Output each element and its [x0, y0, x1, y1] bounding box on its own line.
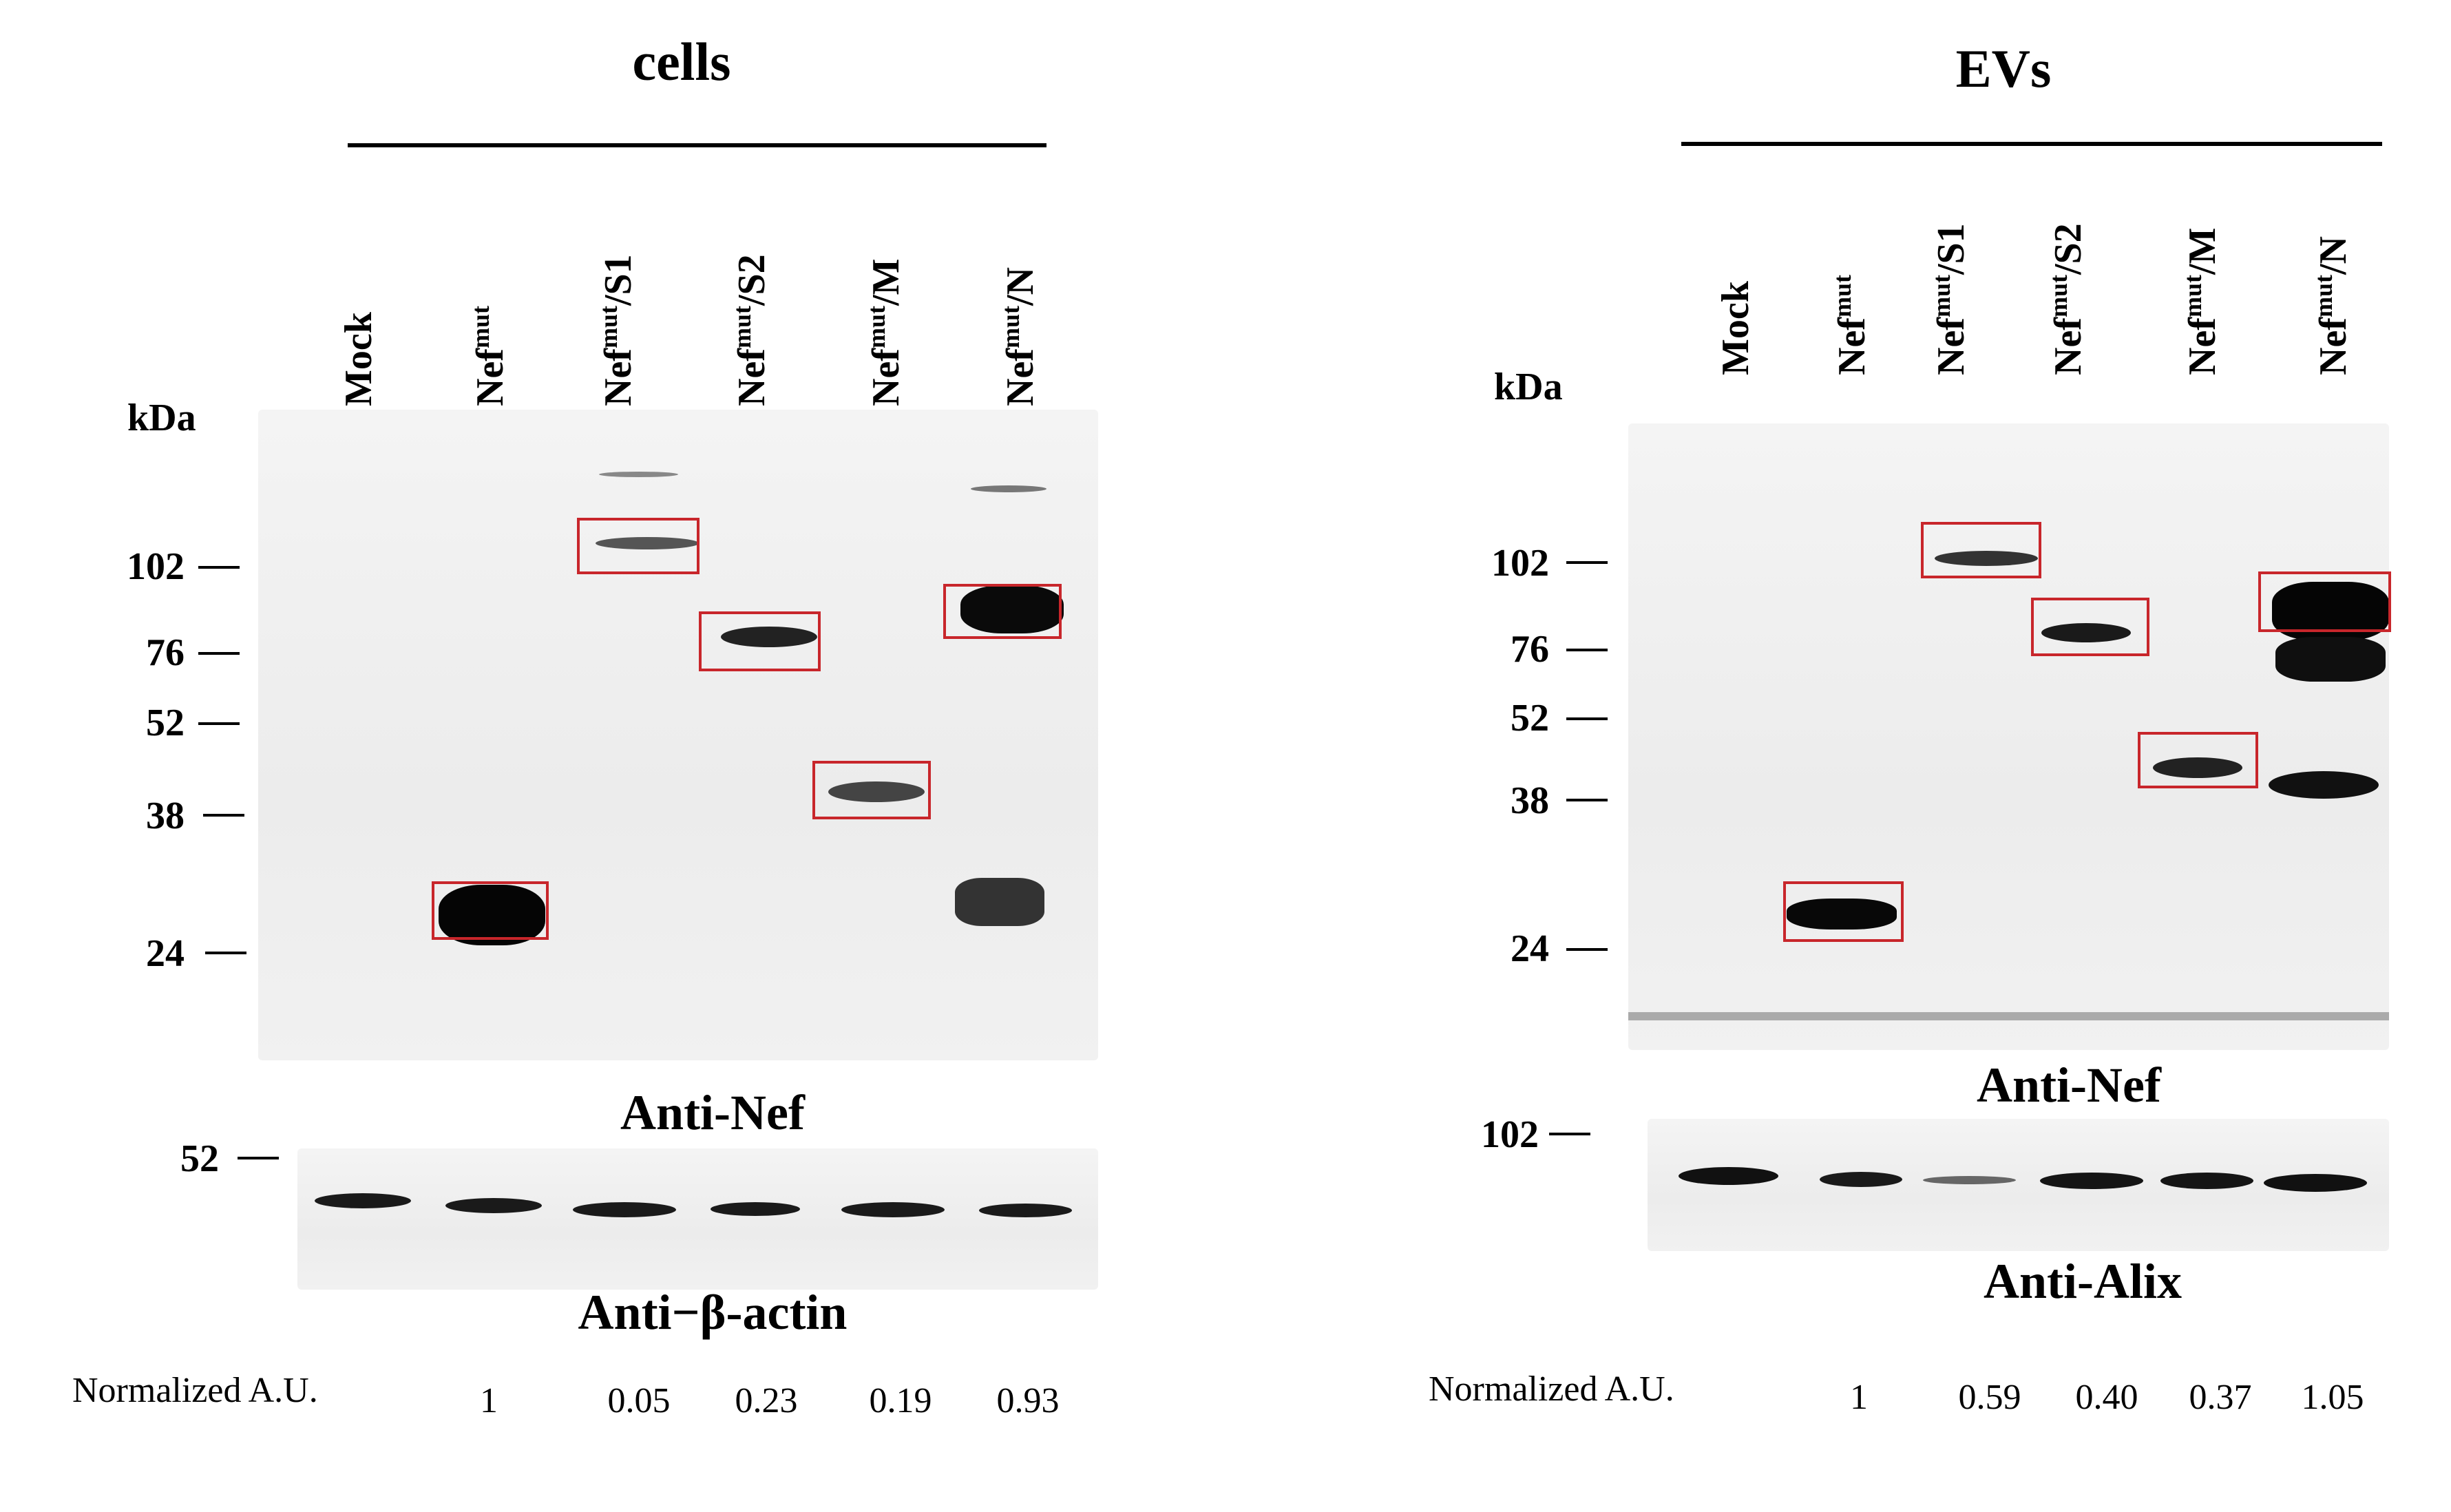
- left-actin-band-5: [841, 1202, 945, 1217]
- right-marker-38: 38: [1511, 779, 1549, 822]
- left-band-n: [960, 585, 1064, 633]
- left-marker-tick-52: [198, 722, 240, 725]
- right-lane-label-mock: Mock: [1714, 281, 1757, 375]
- left-marker-76: 76: [146, 631, 185, 674]
- left-loading-antibody-label: Anti−β-actin: [578, 1285, 848, 1340]
- left-main-antibody-label: Anti-Nef: [620, 1085, 805, 1140]
- left-lane-label-mock: Mock: [337, 312, 380, 406]
- right-au-value-s1: 0.59: [1958, 1378, 2021, 1417]
- left-marker-52: 52: [146, 702, 185, 744]
- right-alix-band-3: [1923, 1176, 2016, 1184]
- left-marker-tick-38: [203, 814, 244, 817]
- right-band-bottom-line: [1628, 1012, 2389, 1020]
- left-marker-38: 38: [146, 795, 185, 837]
- left-band-nefmut: [439, 885, 545, 945]
- right-band-s2: [2041, 623, 2131, 642]
- right-marker-76: 76: [1511, 628, 1549, 671]
- left-band-m: [828, 781, 925, 802]
- right-alix-blot: [1648, 1119, 2389, 1251]
- right-au-value-m: 0.37: [2189, 1378, 2252, 1417]
- right-band-n-mid: [2275, 637, 2386, 682]
- right-loading-antibody-label: Anti-Alix: [1984, 1254, 2182, 1309]
- left-band-s2: [721, 627, 817, 647]
- left-highlight-box-s1: [577, 518, 699, 574]
- right-highlight-box-s1: [1921, 522, 2041, 578]
- right-highlight-box-s2: [2031, 598, 2149, 656]
- right-lane-label-s1: Nefmut/S1: [1928, 223, 1973, 375]
- right-marker-102: 102: [1491, 542, 1549, 585]
- right-band-n-low: [2269, 771, 2379, 799]
- right-alix-band-1: [1679, 1167, 1778, 1185]
- right-anti-nef-blot: [1628, 423, 2389, 1050]
- left-highlight-box-s2: [699, 611, 821, 671]
- right-au-value-s2: 0.40: [2075, 1378, 2138, 1417]
- right-band-s1: [1935, 551, 2038, 566]
- left-loading-marker-tick: [238, 1157, 279, 1159]
- cells-title: cells: [632, 32, 731, 92]
- right-alix-band-4: [2040, 1173, 2143, 1189]
- right-highlight-box-n: [2258, 571, 2391, 632]
- left-au-value-m: 0.19: [869, 1381, 932, 1420]
- right-marker-tick-76: [1566, 649, 1608, 651]
- right-highlight-box-nefmut: [1783, 881, 1904, 942]
- left-marker-tick-24: [205, 952, 246, 954]
- right-marker-tick-52: [1566, 717, 1608, 720]
- left-au-value-n: 0.93: [996, 1381, 1060, 1420]
- right-loading-marker-tick: [1549, 1133, 1590, 1135]
- left-marker-102: 102: [127, 545, 185, 588]
- left-actin-band-6: [979, 1204, 1072, 1217]
- left-marker-tick-76: [198, 652, 240, 655]
- right-marker-24: 24: [1511, 927, 1549, 970]
- left-lane-label-m: Nefmut/M: [863, 258, 907, 406]
- left-actin-band-4: [711, 1202, 800, 1216]
- right-alix-band-6: [2264, 1174, 2367, 1192]
- left-au-value-s2: 0.23: [735, 1381, 798, 1420]
- left-band-faint-s1: [599, 472, 678, 477]
- right-lane-label-s2: Nefmut/S2: [2045, 223, 2090, 375]
- left-au-value-s1: 0.05: [607, 1381, 671, 1420]
- left-lane-label-n: Nefmut/N: [997, 267, 1042, 406]
- left-loading-marker: 52: [180, 1137, 219, 1180]
- left-lane-label-nefmut: Nefmut: [467, 306, 512, 406]
- right-alix-band-5: [2160, 1173, 2253, 1189]
- right-loading-marker: 102: [1481, 1113, 1539, 1156]
- right-alix-band-2: [1820, 1172, 1902, 1187]
- right-marker-tick-102: [1566, 561, 1608, 564]
- right-highlight-box-m: [2138, 732, 2258, 788]
- right-au-value-n: 1.05: [2301, 1378, 2364, 1417]
- left-lane-label-s1: Nefmut/S1: [595, 254, 640, 406]
- left-kda-label: kDa: [127, 397, 196, 439]
- left-actin-band-1: [315, 1193, 411, 1208]
- cells-title-rule: [348, 143, 1046, 147]
- right-marker-52: 52: [1511, 697, 1549, 739]
- right-lane-label-n: Nefmut/N: [2310, 236, 2355, 375]
- right-au-value-nefmut: 1: [1850, 1378, 1868, 1417]
- left-band-n-low: [955, 878, 1044, 926]
- left-au-value-nefmut: 1: [480, 1381, 498, 1420]
- left-lane-label-s2: Nefmut/S2: [728, 254, 773, 406]
- left-actin-band-3: [573, 1202, 676, 1217]
- left-anti-nef-blot: [258, 410, 1098, 1060]
- left-marker-24: 24: [146, 932, 185, 975]
- right-main-antibody-label: Anti-Nef: [1977, 1058, 2161, 1113]
- right-band-nefmut: [1787, 899, 1897, 930]
- evs-title: EVs: [1955, 39, 2052, 98]
- left-au-label: Normalized A.U.: [72, 1371, 318, 1410]
- left-band-faint-n: [971, 485, 1046, 492]
- left-marker-tick-102: [198, 566, 240, 569]
- right-band-m: [2153, 757, 2242, 778]
- right-marker-tick-38: [1566, 799, 1608, 801]
- left-actin-band-2: [445, 1198, 542, 1213]
- right-kda-label: kDa: [1494, 366, 1563, 408]
- right-marker-tick-24: [1566, 948, 1608, 951]
- left-highlight-box-nefmut: [432, 881, 549, 940]
- right-lane-label-nefmut: Nefmut: [1829, 275, 1873, 375]
- left-band-s1: [596, 537, 699, 549]
- left-actin-blot: [297, 1148, 1098, 1290]
- left-highlight-box-m: [812, 761, 931, 819]
- left-highlight-box-n: [943, 584, 1062, 639]
- right-lane-label-m: Nefmut/M: [2179, 227, 2224, 375]
- right-au-label: Normalized A.U.: [1429, 1369, 1674, 1409]
- evs-title-rule: [1681, 142, 2382, 146]
